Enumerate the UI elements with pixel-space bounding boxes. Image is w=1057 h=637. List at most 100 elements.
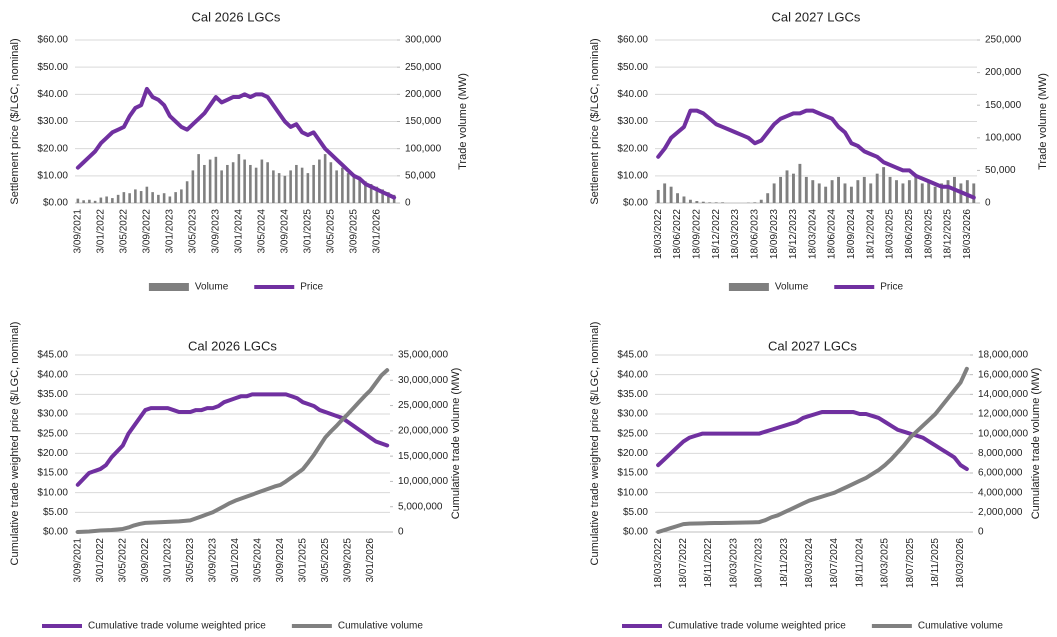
x-tick-label: 18/03/2022 [653,538,664,588]
volume-bar [346,173,350,203]
chart-panel: Cal 2027 LGCs $0.00 $5.00 $10.00 $15.00 $20.0… [589,322,1042,632]
volume-bar [254,167,258,203]
volume-bar [387,192,390,203]
volume-bar [663,183,667,203]
y-tick-label: $40.00 [37,369,68,380]
x-tick-label: 3/09/2025 [349,209,360,254]
x-tick-label: 3/05/2025 [320,538,331,583]
x-tick-label: 3/01/2025 [303,209,314,254]
y-tick-label: $40.00 [617,369,648,380]
x-tick-label: 3/09/2025 [342,538,353,583]
legend-swatch [148,283,189,291]
volume-bar [277,173,281,203]
y2-tick-label: 0 [985,198,991,209]
volume-bar [122,192,126,203]
volume-bar [965,180,969,203]
volume-bar [766,193,770,203]
volume-bar [946,180,950,203]
volume-bar [804,176,808,203]
y-tick-label: $15.00 [617,468,648,479]
y-axis-title: Cumulative trade weighted price ($/LGC, … [589,322,601,566]
legend: Cumulative trade volume weighted price Cu… [42,621,423,632]
x-tick-label: 3/01/2026 [372,209,383,254]
volume-bar [364,181,367,203]
volume-bar [901,183,905,203]
y-tick-label: $25.00 [37,428,68,439]
legend: Cumulative trade volume weighted price Cu… [622,621,1003,632]
y-tick-label: $35.00 [617,389,648,400]
series-line [656,108,976,200]
volume-bar [907,180,911,203]
legend-label: Cumulative trade volume weighted price [668,621,846,632]
volume-bar [849,186,853,203]
volume-bar [824,186,828,203]
volume-bar [701,201,705,203]
volume-bar [875,173,879,203]
volume-bar [76,198,80,203]
volume-bar [882,167,886,203]
y-tick-label: $40.00 [617,89,648,100]
volume-bar [375,186,379,203]
x-tick-label: 18/03/2023 [728,538,739,588]
y-tick-label: $30.00 [617,409,648,420]
volume-bar [721,202,725,203]
x-tick-label: 3/01/2024 [230,538,241,583]
y2-axis-title: Trade volume (MW) [457,73,469,170]
x-tick-label: 18/07/2024 [829,538,840,588]
x-tick-label: 18/12/2025 [943,209,954,259]
y2-axis-title: Trade volume (MW) [1037,73,1049,170]
volume-bar [208,159,212,203]
volume-bar [676,193,679,203]
volume-bar [920,183,924,203]
volume-bar [972,183,976,203]
x-tick-label: 3/01/2024 [234,209,245,254]
volume-bar [323,154,327,203]
legend-label: Volume [775,282,809,293]
volume-bar [927,180,931,203]
x-tick-label: 18/06/2025 [904,209,915,259]
series-line [75,86,397,200]
chart-panel: Cal 2027 LGCs $0.00 $10.00 $20.00 $30.00 $40.… [589,9,1049,292]
y2-tick-label: 100,000 [405,143,442,154]
x-tick-label: 18/03/2022 [653,209,664,259]
x-tick-label: 18/03/2026 [962,209,973,259]
x-tick-label: 18/07/2022 [678,538,689,588]
y-tick-label: $45.00 [37,350,68,361]
volume-bar [272,170,275,203]
y-tick-label: $0.00 [43,527,68,538]
y-tick-label: $60.00 [37,35,68,46]
volume-bar [933,186,937,203]
x-tick-label: 18/03/2025 [880,538,891,588]
volume-bar [220,170,223,203]
y2-tick-label: 25,000,000 [398,400,448,411]
y2-tick-label: 0 [978,527,984,538]
y2-tick-label: 0 [405,198,411,209]
volume-bar [111,198,114,203]
legend: Volume Price [148,282,323,293]
x-tick-label: 3/01/2025 [297,538,308,583]
y-axis-title: Cumulative trade weighted price ($/LGC, … [9,322,21,566]
y-tick-label: $10.00 [37,170,68,181]
x-tick-label: 18/11/2024 [854,538,865,588]
volume-bar [128,193,131,203]
y2-tick-label: 250,000 [405,62,442,73]
x-tick-label: 18/03/2023 [730,209,741,259]
y2-tick-label: 15,000,000 [398,451,448,462]
series-line [656,410,969,472]
x-tick-label: 3/09/2021 [72,538,83,583]
y2-axis-title: Cumulative trade volume (MW) [450,368,462,520]
x-tick-label: 3/09/2021 [73,209,84,254]
y-tick-label: $30.00 [37,409,68,420]
volume-bar [145,186,149,203]
y-tick-label: $35.00 [37,389,68,400]
y-tick-label: $0.00 [623,527,648,538]
x-tick-label: 18/06/2023 [749,209,760,259]
y2-tick-label: 10,000,000 [978,428,1028,439]
series-line [75,368,390,534]
volume-bar [940,183,944,203]
x-tick-label: 3/09/2022 [140,538,151,583]
y2-tick-label: 4,000,000 [978,487,1023,498]
volume-bar [180,189,183,203]
x-tick-label: 18/06/2024 [827,209,838,259]
